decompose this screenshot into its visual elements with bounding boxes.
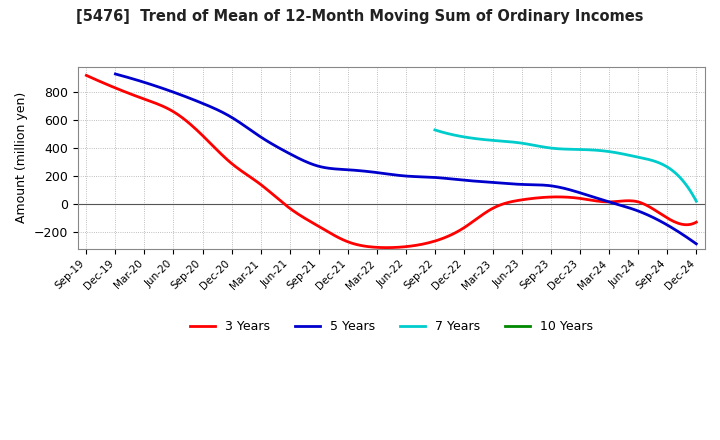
5 Years (600, 198, 609, 203)
5 Years (467, 178, 475, 183)
7 Years (667, 168, 676, 173)
Line: 3 Years: 3 Years (86, 75, 696, 248)
3 Years (382, 245, 390, 250)
5 Years (692, 241, 701, 246)
Line: 5 Years: 5 Years (115, 74, 696, 244)
5 Years (455, 177, 464, 183)
Text: [5476]  Trend of Mean of 12-Month Moving Sum of Ordinary Incomes: [5476] Trend of Mean of 12-Month Moving … (76, 9, 644, 24)
3 Years (447, 232, 456, 237)
3 Years (637, 200, 646, 205)
Y-axis label: Amount (million yen): Amount (million yen) (15, 92, 28, 224)
3 Years (692, 220, 701, 225)
7 Years (431, 128, 440, 133)
3 Years (84, 73, 93, 79)
5 Years (111, 71, 120, 77)
3 Years (598, 199, 607, 204)
5 Years (113, 72, 122, 77)
3 Years (445, 233, 454, 238)
5 Years (457, 177, 466, 183)
7 Years (692, 198, 701, 204)
7 Years (651, 159, 660, 164)
Legend: 3 Years, 5 Years, 7 Years, 10 Years: 3 Years, 5 Years, 7 Years, 10 Years (185, 315, 598, 338)
7 Years (585, 147, 594, 153)
7 Years (586, 147, 595, 153)
7 Years (431, 127, 439, 132)
3 Years (457, 227, 466, 232)
Line: 7 Years: 7 Years (435, 130, 696, 201)
7 Years (590, 147, 599, 153)
3 Years (82, 73, 91, 78)
5 Years (638, 210, 647, 215)
